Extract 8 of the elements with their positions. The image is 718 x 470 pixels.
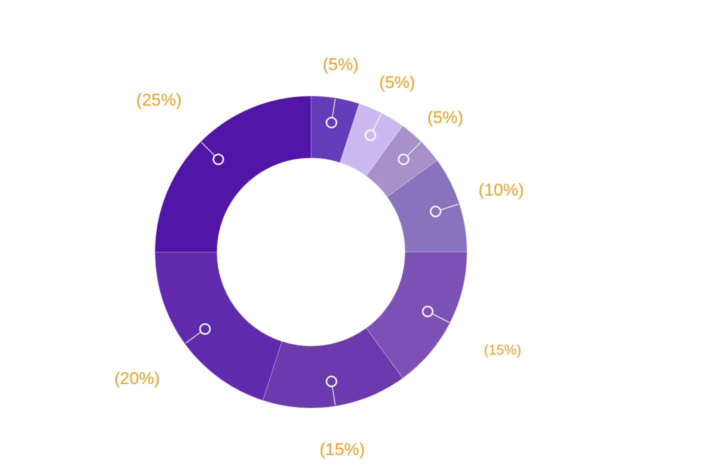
data-label: (5%) xyxy=(427,108,464,128)
data-label: (5%) xyxy=(379,73,416,92)
data-label: (10%) xyxy=(478,180,524,200)
data-label: (5%) xyxy=(322,54,359,74)
data-label: (15%) xyxy=(320,440,365,460)
data-label: (25%) xyxy=(136,90,182,110)
data-label: (20%) xyxy=(114,368,160,388)
data-label: (15%) xyxy=(484,342,522,358)
